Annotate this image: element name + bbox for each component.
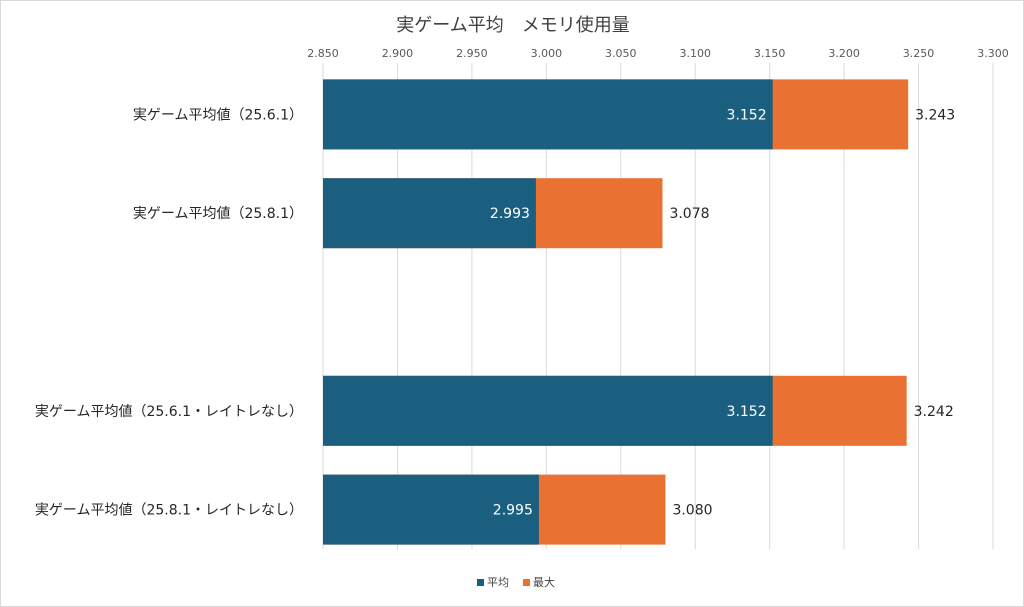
data-label-average: 3.152 bbox=[727, 404, 767, 420]
bar-average bbox=[323, 178, 536, 249]
data-labels: 3.243 3.152 3.078 2.993 3.242 3.152 3.080 2.995 bbox=[490, 107, 955, 518]
bar-average bbox=[323, 474, 539, 545]
data-label-average: 2.995 bbox=[493, 503, 533, 519]
x-tick-label: 3.100 bbox=[679, 47, 711, 60]
x-tick-label: 3.000 bbox=[531, 47, 563, 60]
data-label-max: 3.243 bbox=[915, 107, 955, 123]
data-label-max: 3.080 bbox=[672, 503, 712, 519]
x-tick-label: 2.850 bbox=[307, 47, 339, 60]
legend-label: 最大 bbox=[533, 575, 555, 589]
x-tick-label: 2.900 bbox=[382, 47, 414, 60]
category-label: 実ゲーム平均値（25.8.1・レイトレなし） bbox=[35, 503, 303, 519]
category-label: 実ゲーム平均値（25.6.1・レイトレなし） bbox=[35, 404, 303, 420]
legend-swatch bbox=[477, 579, 484, 586]
x-tick-label: 3.050 bbox=[605, 47, 637, 60]
category-label: 実ゲーム平均値（25.8.1） bbox=[133, 206, 303, 222]
legend-swatch bbox=[523, 579, 530, 586]
x-tick-label: 3.200 bbox=[828, 47, 860, 60]
legend: 平均 最大 bbox=[477, 575, 555, 589]
x-tick-label: 3.250 bbox=[903, 47, 935, 60]
x-tick-label: 3.300 bbox=[977, 47, 1009, 60]
x-tick-label: 3.150 bbox=[754, 47, 786, 60]
bar-average bbox=[323, 79, 773, 150]
data-label-average: 3.152 bbox=[727, 107, 767, 123]
category-label: 実ゲーム平均値（25.6.1） bbox=[133, 107, 303, 123]
bar-average bbox=[323, 375, 773, 446]
category-labels: 実ゲーム平均値（25.6.1） 実ゲーム平均値（25.8.1） 実ゲーム平均値（25… bbox=[35, 107, 303, 518]
bars bbox=[323, 79, 909, 545]
data-label-max: 3.078 bbox=[669, 206, 709, 222]
x-tick-label: 2.950 bbox=[456, 47, 488, 60]
legend-label: 平均 bbox=[487, 576, 509, 589]
chart-title: 実ゲーム平均 メモリ使用量 bbox=[396, 15, 629, 36]
data-label-max: 3.242 bbox=[914, 404, 954, 420]
x-axis-ticks: 2.850 2.900 2.950 3.000 3.050 3.100 3.150 3.200… bbox=[307, 47, 1009, 60]
data-label-average: 2.993 bbox=[490, 206, 530, 222]
